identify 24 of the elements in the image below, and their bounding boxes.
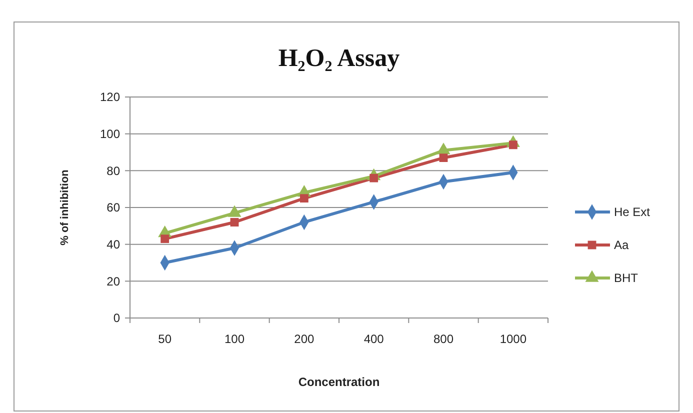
y-tick-label: 20 (106, 274, 120, 288)
x-tick-label: 100 (224, 332, 245, 346)
y-tick-label: 40 (106, 238, 120, 252)
x-tick-label: 200 (294, 332, 314, 346)
x-tick-label: 400 (364, 332, 384, 346)
point (439, 154, 448, 162)
chart-title: H₂O₂ Assay (278, 45, 400, 72)
y-tick-label: 0 (113, 311, 120, 326)
y-tick-label: 120 (100, 90, 120, 104)
x-axis-title: Concentration (298, 375, 380, 389)
y-tick-label: 100 (100, 127, 120, 142)
legend-label: Aa (614, 238, 630, 252)
point (160, 234, 170, 244)
y-tick-label: 80 (106, 164, 120, 178)
legend-label: BHT (614, 271, 639, 286)
point (300, 194, 308, 202)
x-tick-label: 800 (433, 332, 454, 346)
x-tick-label: 1000 (500, 332, 527, 346)
y-axis-title: % of inhibition (59, 169, 71, 246)
y-tick-label: 60 (106, 200, 120, 215)
x-tick-label: 50 (158, 332, 172, 346)
legend-label: He Ext (614, 205, 651, 220)
point (230, 218, 239, 226)
point (437, 143, 450, 154)
